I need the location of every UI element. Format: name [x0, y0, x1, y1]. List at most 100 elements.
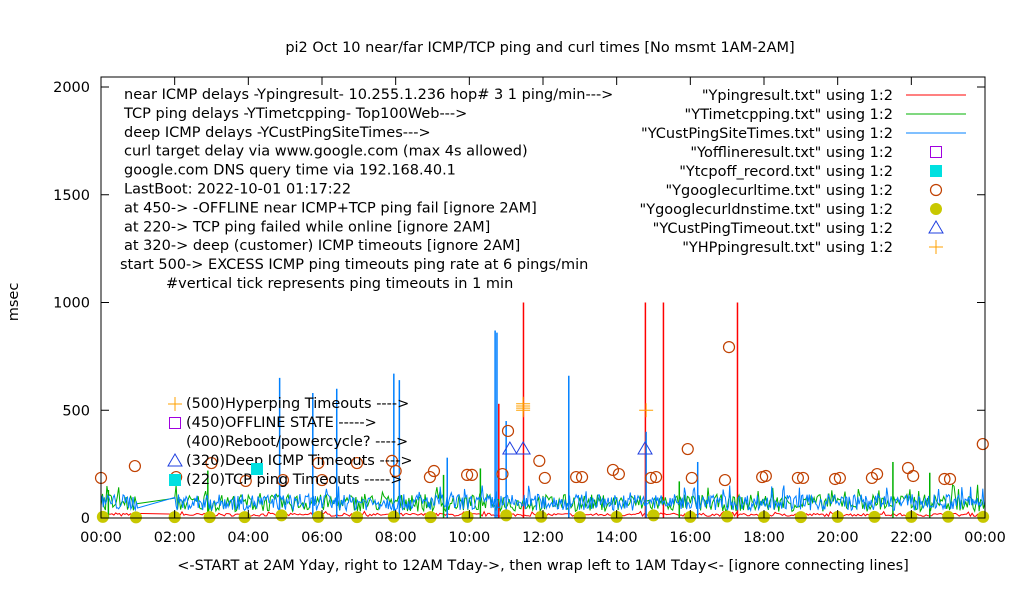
curl-point	[538, 471, 551, 485]
annotation-line: (500)Hyperping Timeouts ---->	[186, 396, 409, 412]
legend-label: "Ypingresult.txt" using 1:2	[702, 88, 893, 104]
curl-point	[612, 467, 625, 481]
curl-point	[501, 424, 515, 438]
curl-point	[828, 472, 842, 486]
annotation-line: (320)Deep ICMP Timeouts ---->	[186, 453, 413, 469]
curl-point	[870, 467, 884, 481]
dns-point	[275, 509, 288, 522]
legend-label: "Ygooglecurltime.txt" using 1:2	[666, 183, 894, 199]
annotation-line: start 500-> EXCESS ICMP ping timeouts pi…	[120, 257, 588, 273]
annotation-line: deep ICMP delays -YCustPingSiteTimes--->	[124, 125, 431, 141]
annotation-line: TCP ping delays -YTimetcpping- Top100Web…	[123, 106, 467, 122]
annotation-line: google.com DNS query time via 192.168.40…	[124, 163, 456, 179]
curl-point	[718, 473, 732, 487]
x-tick-label: 20:00	[817, 530, 859, 546]
curl-point	[423, 470, 437, 484]
legend-sample	[929, 240, 943, 254]
annotation-line: #vertical tick represents ping timeouts …	[166, 276, 513, 292]
dns-point	[500, 509, 513, 522]
y-axis-label: msec	[6, 283, 22, 322]
plot-area	[94, 302, 990, 524]
curl-point	[389, 464, 402, 478]
curl-point	[350, 456, 364, 470]
dns-point	[350, 511, 363, 524]
x-tick-label: 12:00	[522, 530, 564, 546]
annotations-low: (500)Hyperping Timeouts ----> (450)OFFLIN…	[167, 396, 413, 488]
x-tick-label: 04:00	[227, 530, 269, 546]
annotation-line: near ICMP delays -Ypingresult- 10.255.1.…	[124, 87, 613, 103]
legend-sample	[930, 146, 942, 158]
curl-point	[315, 473, 329, 487]
curl-point	[649, 470, 663, 484]
dns-point	[238, 511, 251, 524]
x-tick-label: 22:00	[890, 530, 932, 546]
y-tick-label: 500	[62, 403, 90, 419]
curl-point	[976, 437, 989, 451]
legend-label: "YTimetcpping.txt" using 1:2	[685, 107, 893, 123]
y-tick-label: 2000	[53, 80, 90, 96]
curl-point	[901, 461, 915, 475]
annotation-line: at 320-> deep (customer) ICMP timeouts […	[124, 238, 520, 254]
curl-point	[570, 470, 583, 484]
y-tick-label: 1000	[53, 296, 90, 312]
x-tick-label: 00:00	[80, 530, 122, 546]
curl-point	[759, 469, 772, 483]
curl-point	[791, 471, 804, 485]
curl-point	[681, 442, 694, 456]
annotation-marker	[169, 417, 181, 429]
dns-point	[203, 511, 216, 524]
legend-sample	[929, 183, 943, 197]
dns-point	[129, 511, 142, 524]
chart-title: pi2 Oct 10 near/far ICMP/TCP ping and cu…	[285, 40, 794, 56]
x-tick-label: 14:00	[596, 530, 638, 546]
annotations-top: near ICMP delays -Ypingresult- 10.255.1.…	[120, 87, 613, 292]
curl-point	[722, 341, 736, 354]
annotation-marker	[251, 463, 263, 475]
curl-point	[128, 459, 141, 473]
annotation-line: (450)OFFLINE STATE ----->	[186, 415, 377, 431]
deep-timeout-point	[515, 441, 531, 455]
legend-label: "Yofflineresult.txt" using 1:2	[690, 145, 893, 161]
x-tick-label: 02:00	[154, 530, 196, 546]
curl-point	[496, 467, 509, 481]
curl-point	[533, 454, 546, 467]
legend-label: "YCustPingSiteTimes.txt" using 1:2	[641, 126, 893, 142]
annotation-marker	[168, 397, 182, 411]
plot-frame	[100, 76, 986, 519]
dns-point	[96, 510, 109, 523]
dns-point	[977, 510, 990, 523]
legend: "Ypingresult.txt" using 1:2 "YTimetcpping…	[640, 88, 966, 256]
annotation-line: at 450-> -OFFLINE near ICMP+TCP ping fai…	[124, 200, 537, 216]
annotation-line: (220)TCP ping Timeouts ----->	[186, 472, 402, 488]
dns-point	[573, 511, 586, 524]
x-tick-label: 06:00	[301, 530, 343, 546]
curl-point	[575, 470, 589, 484]
curl-point	[239, 474, 252, 488]
curl-point	[796, 471, 810, 485]
legend-sample	[930, 165, 942, 177]
annotation-line: (400)Reboot/powercycle? ---->	[186, 434, 408, 450]
curl-point	[943, 472, 957, 486]
deep-icmp-series	[100, 485, 985, 513]
curl-point	[427, 464, 441, 478]
dns-point	[461, 510, 474, 523]
curl-point	[685, 471, 698, 485]
dns-point	[535, 510, 548, 523]
deep-timeout-point	[501, 441, 518, 455]
curl-point	[833, 471, 846, 485]
curl-point	[644, 471, 658, 485]
curl-point	[276, 473, 290, 487]
dns-point	[942, 510, 955, 523]
legend-sample	[930, 203, 942, 215]
annotation-line: curl target delay via www.google.com (ma…	[124, 144, 528, 160]
x-tick-label: 16:00	[669, 530, 711, 546]
dns-point	[424, 511, 437, 524]
legend-label: "YHPpingresult.txt" using 1:2	[682, 240, 893, 256]
dns-point	[868, 510, 881, 523]
hyperping-point	[516, 396, 531, 411]
x-tick-label: 00:00	[964, 530, 1006, 546]
dns-point	[721, 510, 734, 523]
dns-point	[647, 509, 660, 522]
legend-label: "YCustPingTimeout.txt" using 1:2	[653, 221, 893, 237]
